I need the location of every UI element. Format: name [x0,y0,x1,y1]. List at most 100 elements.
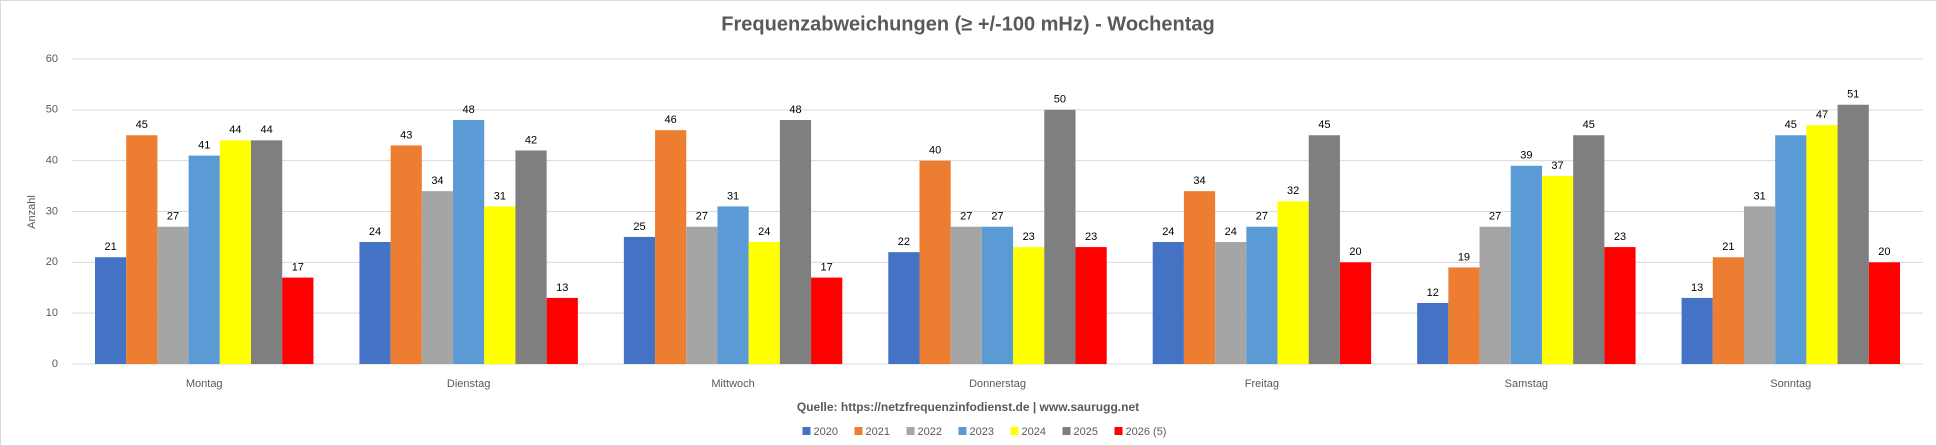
value-label: 27 [696,211,708,223]
bar [1743,206,1776,364]
bar [546,297,578,364]
value-label: 22 [898,236,910,248]
value-label: 34 [431,175,443,187]
bar [1837,104,1869,364]
bar [157,226,189,364]
legend-label: 2022 [918,426,942,438]
x-tick-label: Donnerstag [969,378,1026,390]
bar [1044,109,1076,364]
value-label: 31 [494,190,506,202]
value-label: 23 [1614,231,1626,243]
value-label: 24 [1225,226,1237,238]
bar [919,160,951,364]
bar [717,206,749,364]
y-tick-label: 10 [46,307,58,319]
value-label: 43 [400,129,412,141]
value-label: 25 [633,221,645,233]
bar [623,236,656,364]
value-label: 50 [1054,94,1066,106]
bar [1448,267,1480,364]
bar [748,242,780,364]
value-label: 19 [1458,251,1470,263]
value-label: 51 [1847,89,1859,101]
chart-title: Frequenzabweichungen (≥ +/-100 mHz) - Wo… [721,13,1214,35]
y-tick-label: 20 [46,256,58,268]
bar [188,155,220,364]
value-label: 48 [463,104,475,116]
value-label: 20 [1349,246,1361,258]
value-label: 27 [960,211,972,223]
value-label: 27 [1489,211,1501,223]
bar [1215,242,1247,364]
value-label: 24 [369,226,381,238]
value-label: 20 [1878,246,1890,258]
bar [390,145,422,364]
bar [655,130,687,364]
value-label: 39 [1520,150,1532,162]
value-label: 44 [260,124,272,136]
bar [888,252,920,364]
bar [1308,135,1340,364]
bar [1152,242,1184,364]
bar [1573,135,1605,364]
value-label: 23 [1023,231,1035,243]
value-label: 42 [525,134,537,146]
x-tick-label: Sonntag [1770,378,1811,390]
bar [1541,175,1574,364]
x-tick-label: Dienstag [447,378,490,390]
value-label: 24 [758,226,770,238]
value-label: 32 [1287,185,1299,197]
x-tick-label: Freitag [1245,378,1279,390]
value-label: 34 [1193,175,1205,187]
value-label: 21 [104,241,116,253]
bar [1183,191,1216,364]
bar [779,120,812,364]
y-tick-label: 50 [46,104,58,116]
bar [1075,247,1107,364]
value-label: 27 [167,211,179,223]
value-label: 41 [198,139,210,151]
legend-swatch [906,427,915,435]
value-label: 24 [1162,226,1174,238]
y-tick-label: 40 [46,155,58,167]
y-axis-label: Anzahl [26,195,38,229]
value-label: 27 [1256,211,1268,223]
bar [686,226,718,364]
bar [981,226,1014,364]
value-label: 47 [1816,109,1828,121]
value-label: 44 [229,124,241,136]
legend-label: 2020 [814,426,838,438]
legend-label: 2026 (5) [1126,426,1167,438]
legend-swatch [1114,427,1123,435]
y-tick-label: 60 [46,53,58,65]
bar [95,257,127,364]
source-note: Quelle: https://netzfrequenzinfodienst.d… [797,400,1139,414]
bar [1417,303,1449,364]
y-tick-label: 0 [52,358,58,370]
bar [1681,297,1713,364]
value-label: 31 [1753,190,1765,202]
bar [453,120,485,364]
bar [421,191,454,364]
value-label: 27 [991,211,1003,223]
legend-label: 2021 [866,426,890,438]
bar [1339,262,1372,364]
bar [1277,201,1309,364]
value-label: 13 [556,282,568,294]
bar [359,242,391,364]
bar [1013,247,1045,364]
bar [1510,165,1542,364]
legend-swatch [1010,427,1019,435]
value-label: 17 [821,261,833,273]
x-tick-label: Mittwoch [711,378,754,390]
value-label: 13 [1691,282,1703,294]
legend-label: 2025 [1074,426,1098,438]
bar [1246,226,1278,364]
value-label: 21 [1722,241,1734,253]
legend-swatch [1062,427,1071,435]
value-label: 46 [665,114,677,126]
bar [1479,226,1511,364]
legend-swatch [802,427,811,435]
